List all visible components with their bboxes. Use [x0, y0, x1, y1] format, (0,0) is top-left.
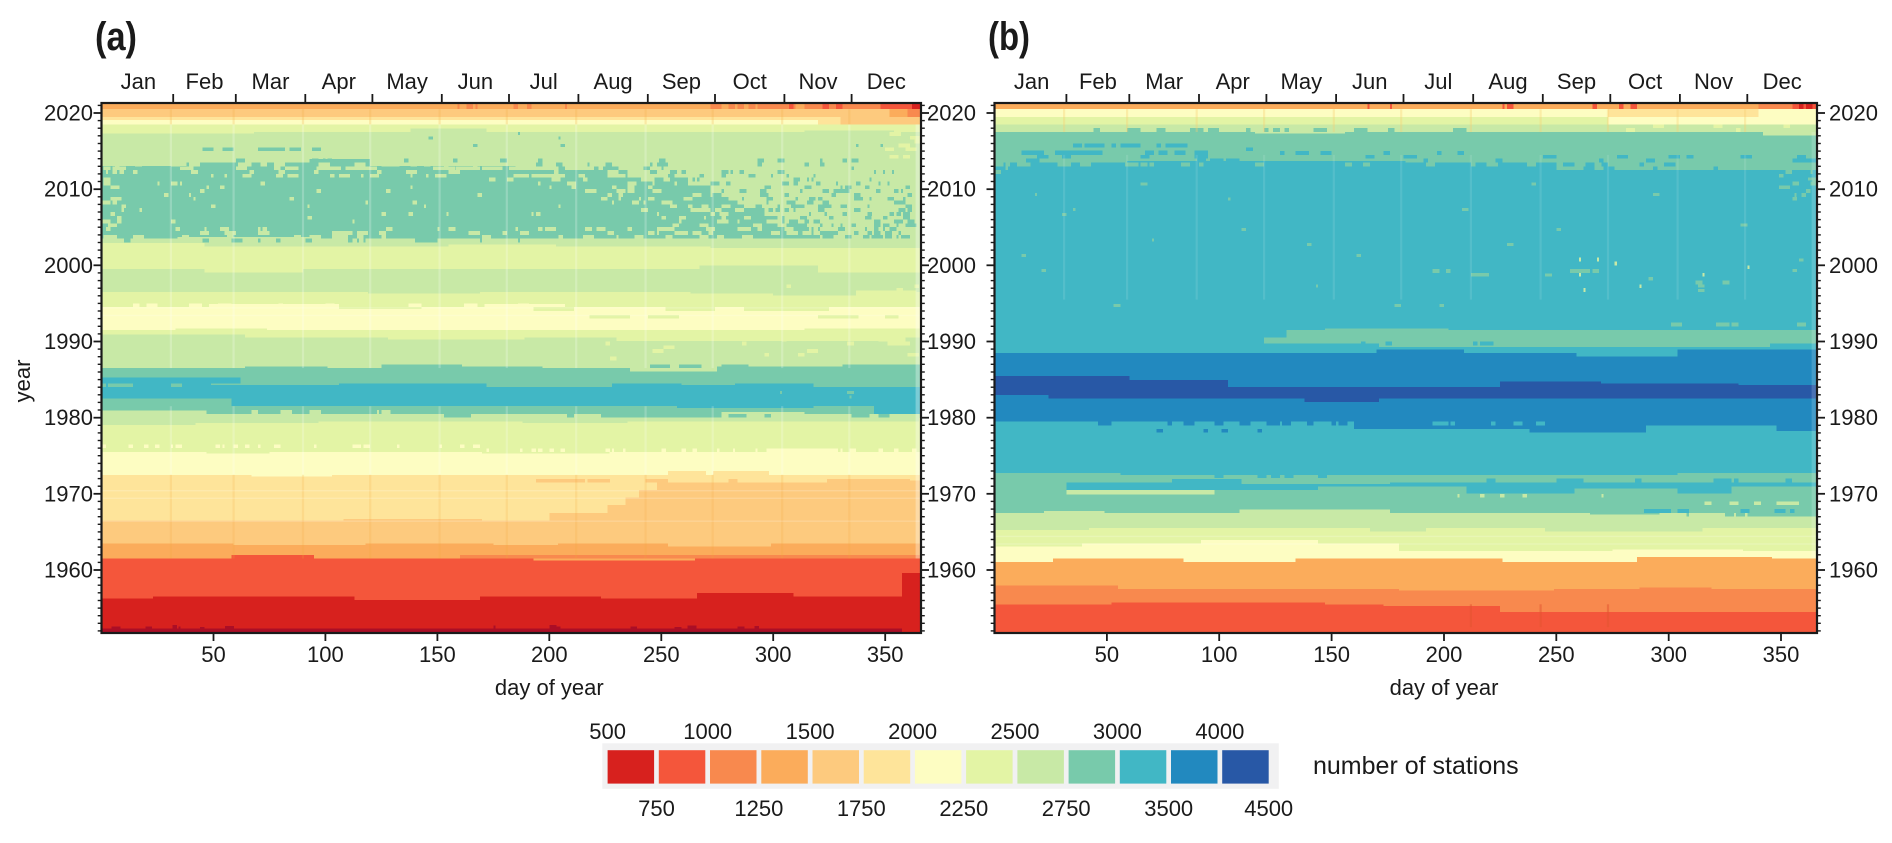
svg-text:200: 200 [1426, 642, 1463, 667]
svg-text:Feb: Feb [1079, 69, 1117, 94]
svg-text:150: 150 [419, 642, 456, 667]
svg-text:Feb: Feb [186, 69, 224, 94]
svg-text:1970: 1970 [1829, 481, 1878, 506]
svg-text:1500: 1500 [786, 719, 835, 744]
svg-text:1990: 1990 [1829, 329, 1878, 354]
svg-text:Aug: Aug [594, 69, 633, 94]
svg-text:500: 500 [589, 719, 626, 744]
svg-text:(b): (b) [988, 15, 1030, 59]
svg-text:Oct: Oct [1628, 69, 1662, 94]
svg-text:Apr: Apr [322, 69, 356, 94]
svg-text:May: May [386, 69, 428, 94]
svg-text:number of stations: number of stations [1313, 752, 1519, 780]
svg-text:Jan: Jan [121, 69, 156, 94]
svg-text:750: 750 [638, 796, 675, 821]
svg-text:2000: 2000 [1829, 253, 1878, 278]
svg-text:350: 350 [1763, 642, 1800, 667]
svg-text:50: 50 [201, 642, 225, 667]
svg-text:2020: 2020 [1829, 101, 1878, 126]
svg-text:Jul: Jul [530, 69, 558, 94]
svg-text:Sep: Sep [662, 69, 701, 94]
svg-text:2500: 2500 [991, 719, 1040, 744]
svg-text:Sep: Sep [1557, 69, 1596, 94]
svg-text:(a): (a) [95, 15, 137, 59]
svg-text:100: 100 [307, 642, 344, 667]
svg-text:4000: 4000 [1195, 719, 1244, 744]
svg-text:Dec: Dec [867, 69, 906, 94]
svg-text:3500: 3500 [1144, 796, 1193, 821]
svg-text:Jun: Jun [1352, 69, 1387, 94]
svg-text:250: 250 [643, 642, 680, 667]
svg-text:Jul: Jul [1424, 69, 1452, 94]
svg-text:2250: 2250 [939, 796, 988, 821]
svg-text:2020: 2020 [44, 101, 93, 126]
svg-text:1980: 1980 [1829, 405, 1878, 430]
svg-text:2000: 2000 [888, 719, 937, 744]
svg-text:1750: 1750 [837, 796, 886, 821]
svg-text:Mar: Mar [1145, 69, 1183, 94]
svg-text:2010: 2010 [1829, 177, 1878, 202]
svg-text:1990: 1990 [44, 329, 93, 354]
svg-text:2000: 2000 [44, 253, 93, 278]
svg-text:day of year: day of year [1390, 675, 1499, 700]
svg-text:200: 200 [531, 642, 568, 667]
svg-text:1970: 1970 [927, 481, 976, 506]
svg-text:Aug: Aug [1488, 69, 1527, 94]
svg-text:50: 50 [1095, 642, 1119, 667]
svg-text:1980: 1980 [44, 405, 93, 430]
svg-text:1980: 1980 [927, 405, 976, 430]
svg-text:day of year: day of year [495, 675, 604, 700]
svg-text:Apr: Apr [1216, 69, 1250, 94]
svg-text:3000: 3000 [1093, 719, 1142, 744]
svg-text:300: 300 [1650, 642, 1687, 667]
svg-text:150: 150 [1313, 642, 1350, 667]
svg-text:2000: 2000 [927, 253, 976, 278]
svg-text:1970: 1970 [44, 481, 93, 506]
svg-text:4500: 4500 [1244, 796, 1293, 821]
svg-text:2010: 2010 [927, 177, 976, 202]
svg-text:1960: 1960 [927, 558, 976, 583]
svg-text:1990: 1990 [927, 329, 976, 354]
svg-text:Jun: Jun [458, 69, 493, 94]
svg-text:2020: 2020 [927, 101, 976, 126]
svg-text:2010: 2010 [44, 177, 93, 202]
svg-text:350: 350 [867, 642, 904, 667]
svg-text:Jan: Jan [1014, 69, 1049, 94]
svg-text:1000: 1000 [683, 719, 732, 744]
svg-text:Mar: Mar [252, 69, 290, 94]
svg-text:300: 300 [755, 642, 792, 667]
svg-text:100: 100 [1201, 642, 1238, 667]
svg-text:2750: 2750 [1042, 796, 1091, 821]
svg-text:1960: 1960 [44, 558, 93, 583]
svg-text:Oct: Oct [733, 69, 767, 94]
svg-text:250: 250 [1538, 642, 1575, 667]
svg-text:Nov: Nov [798, 69, 837, 94]
svg-text:Nov: Nov [1694, 69, 1733, 94]
svg-text:Dec: Dec [1763, 69, 1802, 94]
svg-text:1960: 1960 [1829, 558, 1878, 583]
svg-text:1250: 1250 [734, 796, 783, 821]
svg-text:May: May [1281, 69, 1323, 94]
svg-text:year: year [10, 360, 35, 403]
